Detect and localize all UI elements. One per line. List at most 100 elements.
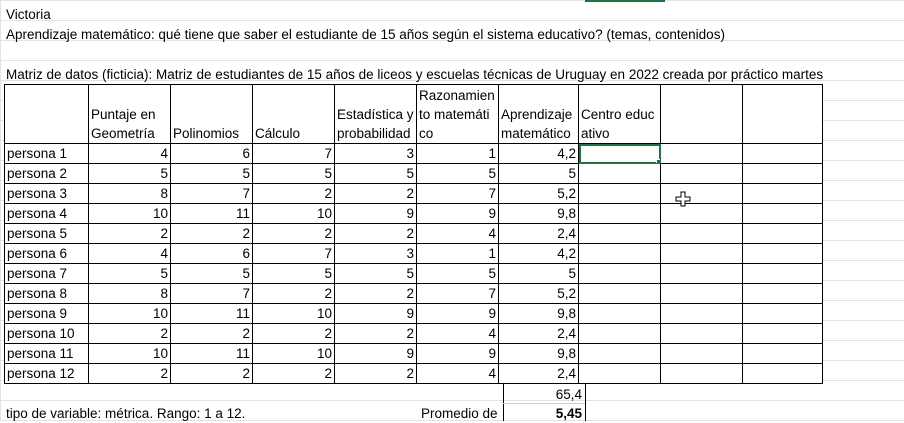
value-cell[interactable]: 7 [170,283,253,304]
empty-cell[interactable] [660,363,743,384]
value-cell[interactable]: 8 [88,283,171,304]
empty-cell[interactable] [578,343,661,364]
value-cell[interactable]: 2 [170,323,253,344]
header-razonamiento[interactable]: Razonamiento matemático [416,84,499,144]
value-cell[interactable]: 4 [88,243,171,264]
value-cell[interactable]: 5 [334,263,417,284]
empty-cell[interactable] [578,183,661,204]
value-cell[interactable]: 7 [416,283,499,304]
row-label-cell[interactable]: persona 9 [4,303,89,324]
value-cell[interactable]: 2 [334,183,417,204]
value-cell[interactable]: 4,2 [498,143,579,164]
value-cell[interactable]: 5 [170,263,253,284]
value-cell[interactable]: 10 [88,203,171,224]
value-cell[interactable]: 2 [252,363,335,384]
value-cell[interactable]: 5 [252,263,335,284]
value-cell[interactable]: 2 [170,223,253,244]
value-cell[interactable]: 7 [252,243,335,264]
row-label-cell[interactable]: persona 7 [4,263,89,284]
value-cell[interactable]: 11 [170,343,253,364]
header-cell[interactable] [660,84,743,144]
header-centro[interactable]: Centro educativo [578,84,661,144]
value-cell[interactable]: 2,4 [498,323,579,344]
value-cell[interactable]: 9 [334,203,417,224]
value-cell[interactable]: 7 [416,183,499,204]
value-cell[interactable]: 2 [334,223,417,244]
value-cell[interactable]: 9,8 [498,343,579,364]
value-cell[interactable]: 5 [88,163,171,184]
empty-cell[interactable] [660,143,743,164]
value-cell[interactable]: 2 [334,363,417,384]
empty-cell[interactable] [578,203,661,224]
value-cell[interactable]: 9 [416,343,499,364]
value-cell[interactable]: 9 [334,343,417,364]
empty-cell[interactable] [742,243,823,264]
value-cell[interactable]: 2 [252,283,335,304]
value-cell[interactable]: 4 [416,323,499,344]
value-cell[interactable]: 5,2 [498,183,579,204]
row-label-cell[interactable]: persona 12 [4,363,89,384]
empty-cell[interactable] [660,283,743,304]
empty-cell[interactable] [742,363,823,384]
row-label-cell[interactable]: persona 3 [4,183,89,204]
header-cell[interactable] [742,84,823,144]
value-cell[interactable]: 2,4 [498,363,579,384]
variable-type-note[interactable]: tipo de variable: métrica. Rango: 1 a 12… [6,406,246,421]
value-cell[interactable]: 7 [170,183,253,204]
row-label-cell[interactable]: persona 5 [4,223,89,244]
header-calculo[interactable]: Cálculo [252,84,335,144]
value-cell[interactable]: 6 [170,243,253,264]
value-cell[interactable]: 5 [416,163,499,184]
value-cell[interactable]: 6 [170,143,253,164]
empty-cell[interactable] [742,343,823,364]
value-cell[interactable]: 2 [252,323,335,344]
empty-cell[interactable] [660,303,743,324]
empty-cell[interactable] [660,183,743,204]
empty-cell[interactable] [578,223,661,244]
value-cell[interactable]: 11 [170,203,253,224]
value-cell[interactable]: 2 [334,323,417,344]
empty-cell[interactable] [742,223,823,244]
empty-cell[interactable] [742,163,823,184]
empty-cell[interactable] [660,163,743,184]
empty-cell[interactable] [578,303,661,324]
value-cell[interactable]: 2 [88,363,171,384]
value-cell[interactable]: 5 [252,163,335,184]
empty-cell[interactable] [742,323,823,344]
row-label-cell[interactable]: persona 8 [4,283,89,304]
empty-cell[interactable] [742,143,823,164]
value-cell[interactable]: 1 [416,143,499,164]
empty-cell[interactable] [742,283,823,304]
average-value[interactable]: 5,45 [555,406,582,421]
row-label-cell[interactable]: persona 2 [4,163,89,184]
header-polinomios[interactable]: Polinomios [170,84,253,144]
value-cell[interactable]: 10 [88,343,171,364]
row-label-cell[interactable]: persona 11 [4,343,89,364]
value-cell[interactable]: 2 [252,183,335,204]
cell-student-name[interactable]: Victoria [6,7,51,22]
average-label[interactable]: Promedio de [421,406,498,421]
empty-cell[interactable] [742,183,823,204]
empty-cell[interactable] [578,263,661,284]
value-cell[interactable]: 2 [170,363,253,384]
value-cell[interactable]: 4 [416,223,499,244]
empty-cell[interactable] [660,203,743,224]
empty-cell[interactable] [578,283,661,304]
value-cell[interactable]: 2,4 [498,223,579,244]
header-aprendizaje[interactable]: Aprendizaje matemático [498,84,579,144]
empty-cell[interactable] [742,303,823,324]
header-estadistica[interactable]: Estadística y probabilidad [334,84,417,144]
value-cell[interactable]: 3 [334,243,417,264]
header-geometria[interactable]: Puntaje en Geometría [88,84,171,144]
value-cell[interactable]: 4 [88,143,171,164]
value-cell[interactable]: 10 [252,203,335,224]
row-label-cell[interactable]: persona 1 [4,143,89,164]
value-cell[interactable]: 2 [88,323,171,344]
value-cell[interactable]: 11 [170,303,253,324]
empty-cell[interactable] [578,163,661,184]
value-cell[interactable]: 9 [416,203,499,224]
value-cell[interactable]: 9 [334,303,417,324]
value-cell[interactable]: 5 [88,263,171,284]
row-label-cell[interactable]: persona 10 [4,323,89,344]
value-cell[interactable]: 2 [252,223,335,244]
